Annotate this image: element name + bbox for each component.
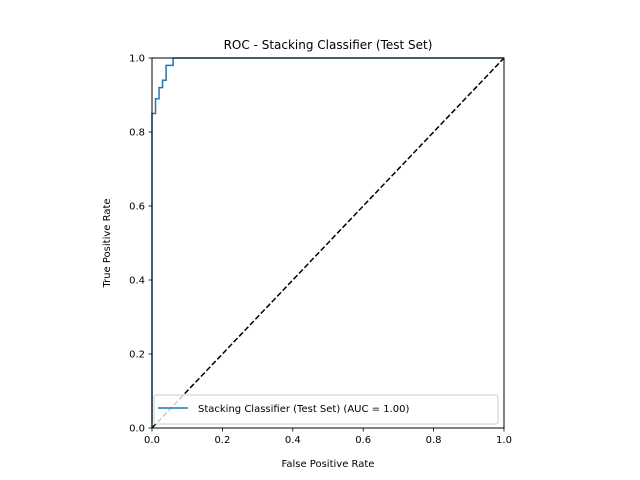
x-tick-label: 0.2 — [214, 435, 230, 446]
legend-box — [153, 394, 499, 425]
y-tick-label: 0.2 — [129, 350, 145, 361]
x-tick-label: 1.0 — [496, 435, 512, 446]
y-tick-label: 0.4 — [129, 276, 145, 287]
y-tick-label: 0.6 — [129, 202, 145, 213]
series-layer — [151, 57, 505, 429]
chance-line — [151, 57, 505, 429]
legend-entry-stacking: Stacking Classifier (Test Set) (AUC = 1.… — [198, 404, 409, 415]
x-tick-label: 0.8 — [426, 435, 442, 446]
chart-title: ROC - Stacking Classifier (Test Set) — [224, 38, 433, 52]
x-tick-label: 0.6 — [355, 435, 371, 446]
roc-curve — [151, 57, 504, 428]
y-axis-label: True Positive Rate — [102, 198, 113, 288]
legend: Stacking Classifier (Test Set) (AUC = 1.… — [153, 394, 499, 425]
x-tick-label: 0.4 — [285, 435, 301, 446]
x-axis-ticks: 0.0 0.2 0.4 0.6 0.8 1.0 — [144, 428, 512, 446]
x-axis-label: False Positive Rate — [282, 459, 375, 470]
axes-frame — [151, 57, 505, 429]
y-axis-ticks: 0.0 0.2 0.4 0.6 0.8 1.0 — [129, 54, 152, 435]
x-tick-label: 0.0 — [144, 435, 160, 446]
plot-area — [151, 57, 505, 429]
y-tick-label: 0.0 — [129, 424, 145, 435]
y-tick-label: 0.8 — [129, 128, 145, 139]
y-tick-label: 1.0 — [129, 54, 145, 65]
